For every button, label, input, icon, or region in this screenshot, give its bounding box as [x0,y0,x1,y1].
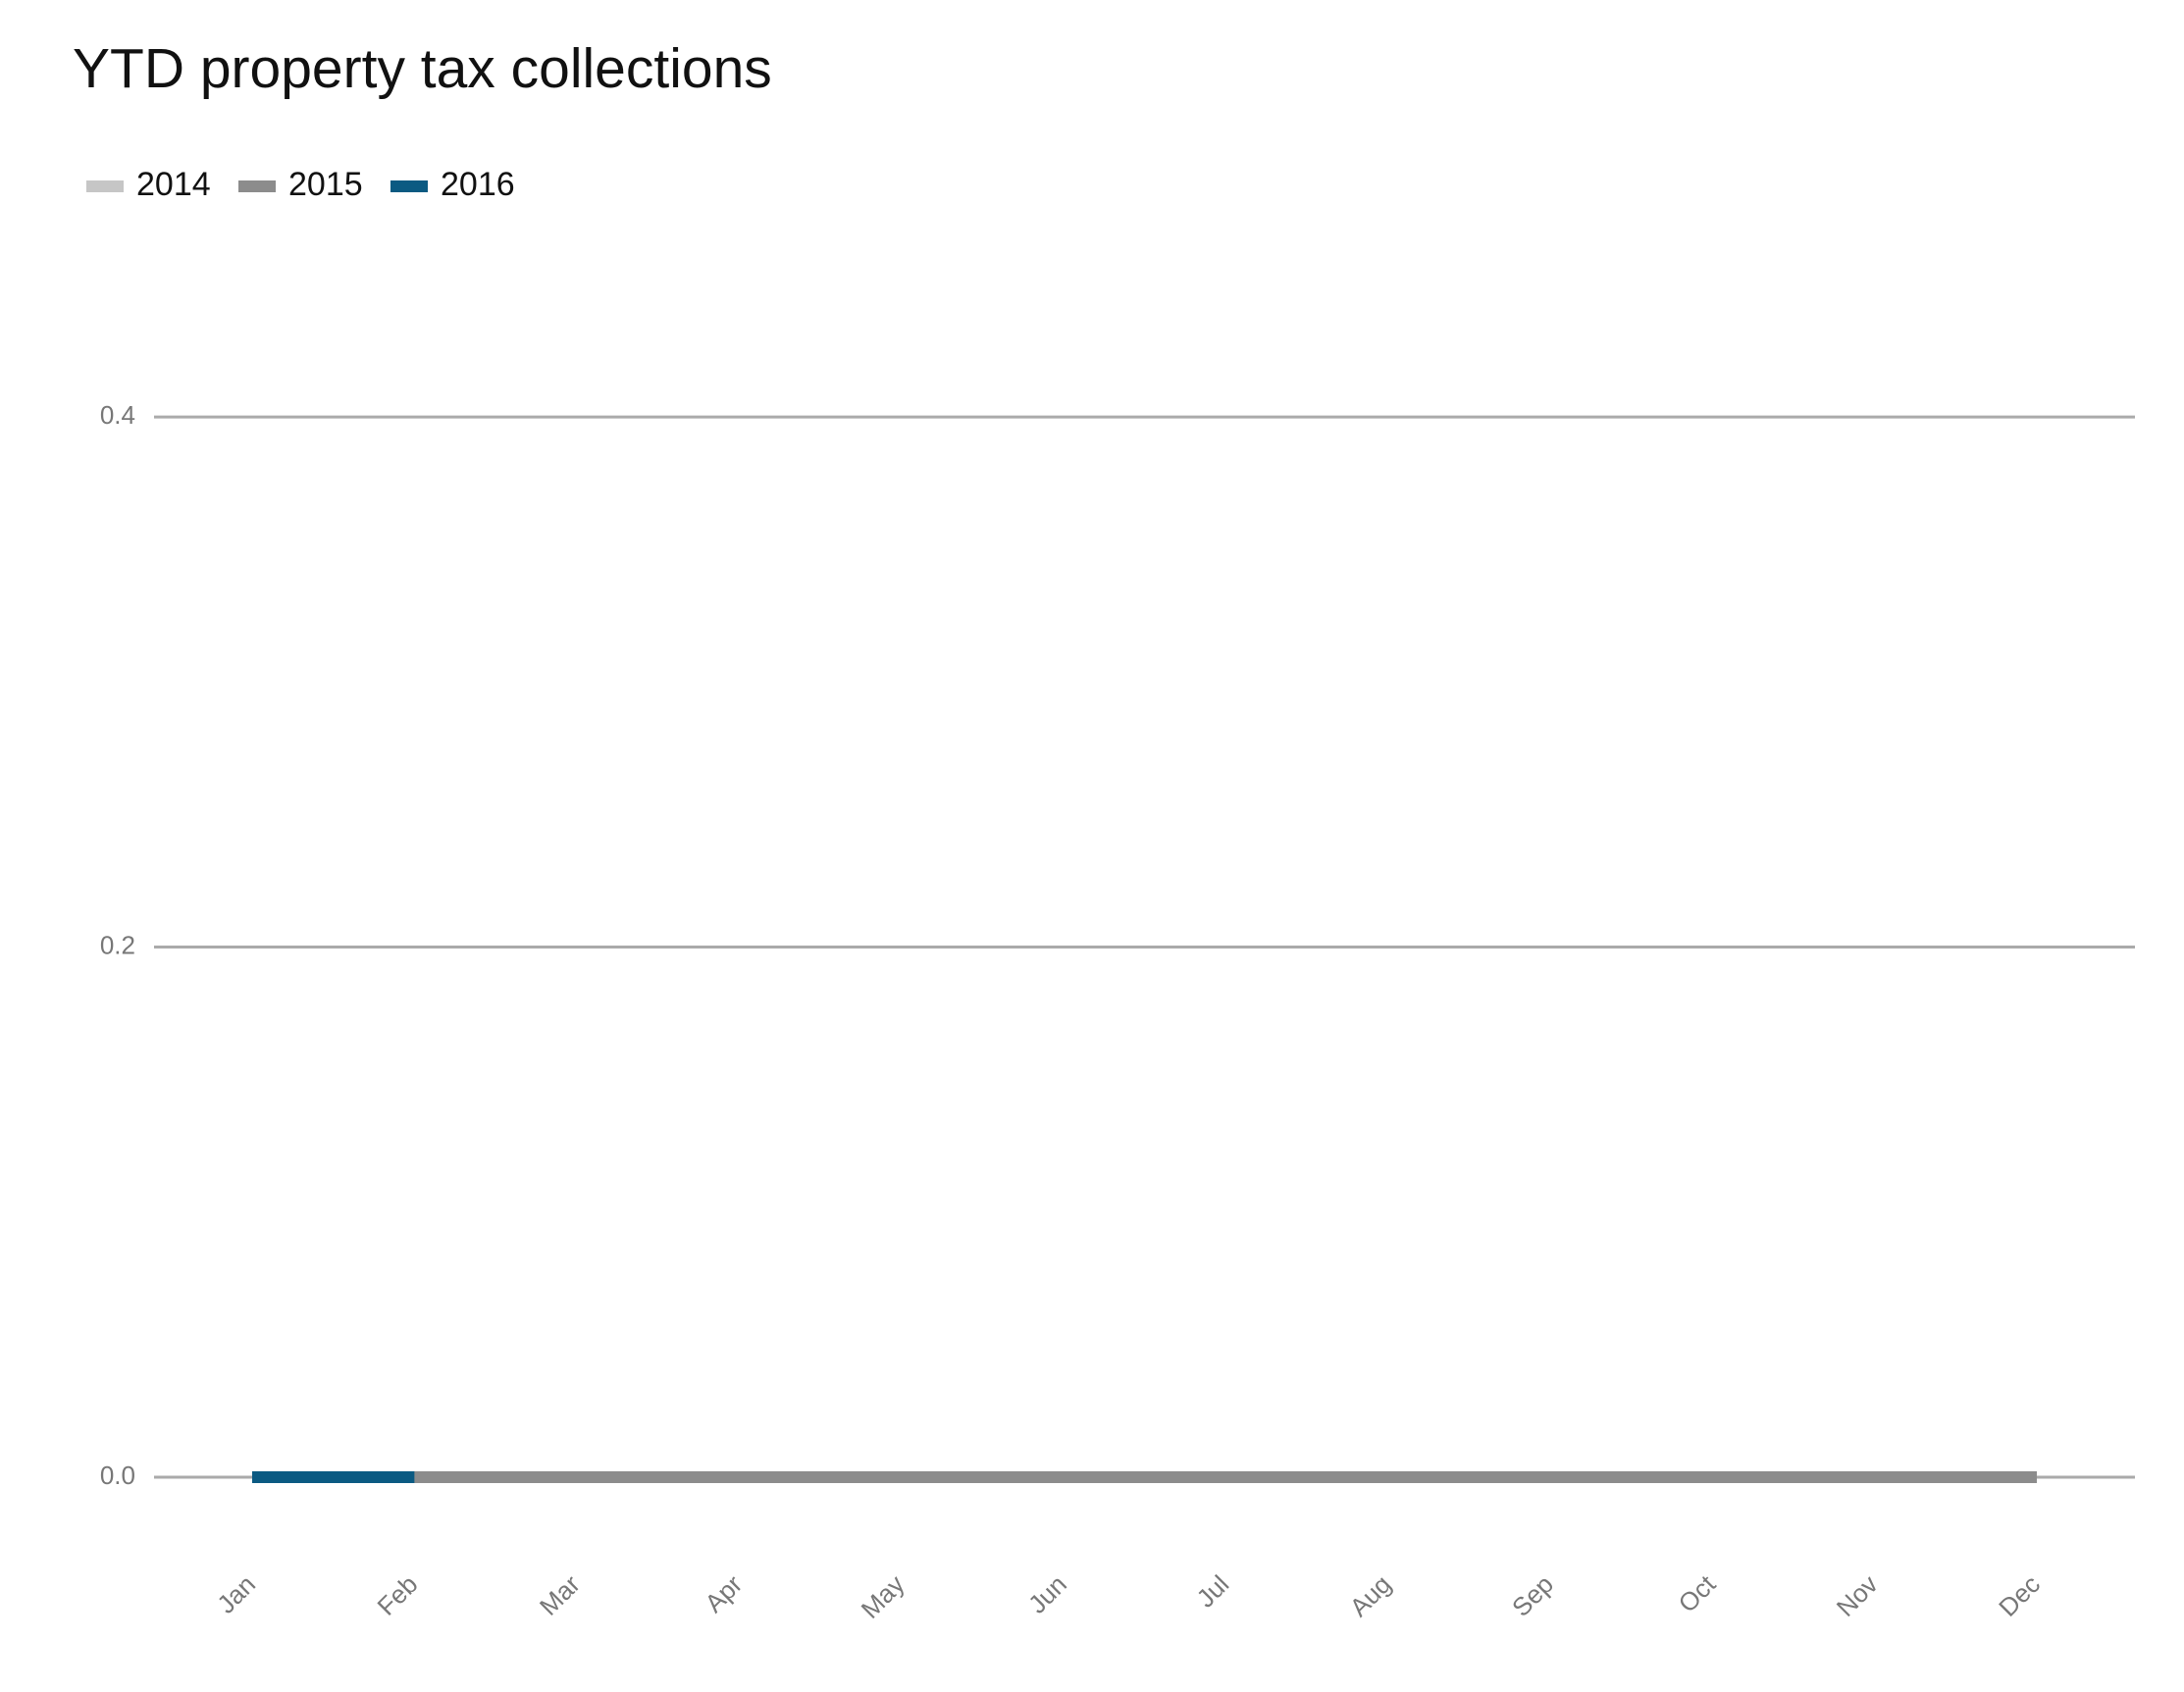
x-tick-label: Apr [699,1569,748,1618]
x-tick-label: Sep [1506,1569,1559,1622]
x-tick-label: Jan [211,1569,261,1619]
x-tick-label: Mar [534,1569,586,1621]
legend-label: 2016 [441,166,515,203]
x-tick-label: Nov [1831,1569,1884,1622]
y-tick-label: 0.2 [100,930,135,959]
legend-swatch [390,180,428,192]
x-tick-label: Oct [1673,1568,1722,1617]
y-tick-label: 0.0 [100,1461,135,1490]
x-tick-label: Jun [1022,1569,1072,1619]
x-tick-label: Feb [372,1569,424,1621]
x-tick-label: Dec [1993,1569,2046,1622]
x-tick-label: Jul [1191,1569,1235,1614]
legend-swatch [86,180,124,192]
y-tick-label: 0.4 [100,400,135,430]
chart-title: YTD property tax collections [73,37,772,100]
legend-swatch [238,180,276,192]
legend-label: 2015 [288,166,363,203]
x-tick-label: May [856,1569,910,1624]
legend-label: 2014 [136,166,211,203]
x-tick-label: Aug [1344,1569,1397,1622]
